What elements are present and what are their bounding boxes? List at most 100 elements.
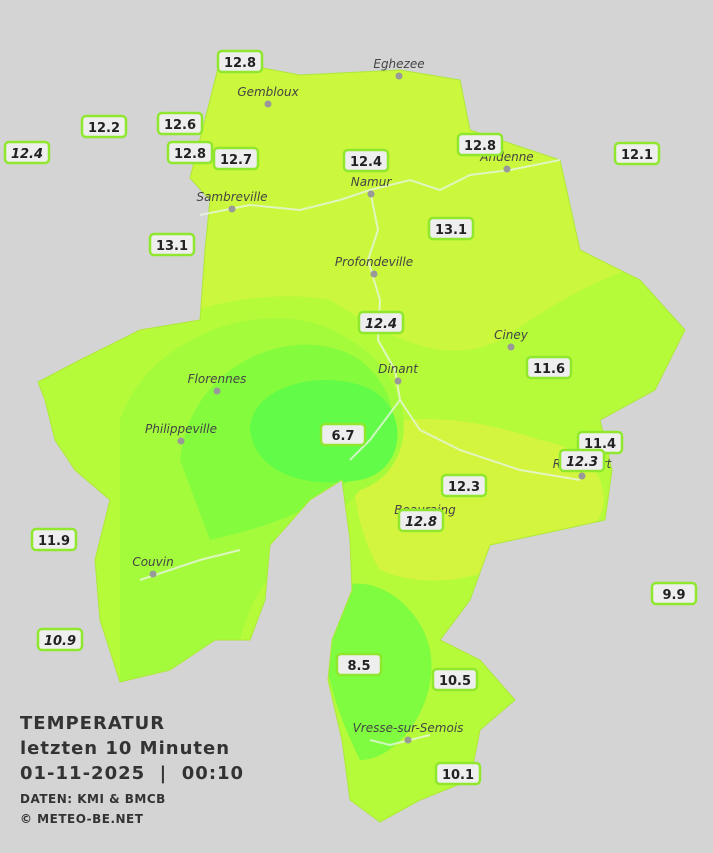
station-box [650,581,698,606]
city-dot [394,377,402,385]
station-value: 11.4 [584,437,616,452]
city-label: Couvin [132,555,173,569]
station-value: 12.4 [11,147,43,162]
station-value: 12.6 [164,118,196,133]
station-box [156,111,204,136]
station-value: 11.9 [38,534,70,549]
station-box [36,627,84,652]
station: 12.7 [212,146,260,171]
station: 13.1 [427,216,475,241]
city-label: Namur [351,175,393,189]
city-dot [177,437,185,445]
station-value: 10.9 [44,634,76,649]
station-box [558,448,606,473]
station-box [456,132,504,157]
subtitle: letzten 10 Minuten [20,738,230,759]
station-value: 12.1 [621,148,653,163]
station-box [3,140,51,165]
station: 10.9 [36,627,84,652]
station-box [166,140,214,165]
station-box [319,422,367,447]
station: 12.6 [156,111,204,136]
city-dot [149,570,157,578]
station: 11.9 [30,527,78,552]
station: 11.6 [525,355,573,380]
station-value: 12.4 [350,155,382,170]
station-value: 12.3 [566,455,598,470]
city-dot [578,472,586,480]
station-value: 12.8 [174,147,206,162]
station-box [148,232,196,257]
station-value: 12.8 [224,56,256,71]
city-dot [395,72,403,80]
station: 12.8 [397,508,445,533]
station-box [397,508,445,533]
station: 12.3 [558,448,606,473]
station-box [431,667,479,692]
station-box [216,49,264,74]
station-value: 12.3 [448,480,480,495]
station-value: 8.5 [347,659,370,674]
station-value: 6.7 [331,429,354,444]
station-value: 12.4 [365,317,397,332]
station: 10.5 [431,667,479,692]
city-label: Profondeville [335,255,413,269]
station: 8.5 [335,652,383,677]
city-dot [213,387,221,395]
city-dot [503,165,511,173]
station-box [440,473,488,498]
station-box [525,355,573,380]
station-box [357,310,405,335]
station-box [434,761,482,786]
station: 12.4 [3,140,51,165]
timestamp: 01-11-2025 | 00:10 [20,763,244,784]
station-value: 13.1 [156,239,188,254]
city-label: Sambreville [196,190,267,204]
data-source: DATEN: KMI & BMCB [20,792,166,806]
station-box [427,216,475,241]
station: 6.7 [319,422,367,447]
station-value: 12.7 [220,153,252,168]
city-label: Eghezee [373,57,424,71]
station-box [335,652,383,677]
station-box [613,141,661,166]
station: 9.9 [650,581,698,606]
city-dot [367,190,375,198]
city-label: Ciney [494,328,529,342]
station: 12.8 [166,140,214,165]
city-dot [404,736,412,744]
station: 12.1 [613,141,661,166]
rivers [139,159,581,747]
station-value: 13.1 [435,223,467,238]
station-box [80,114,128,139]
title: TEMPERATUR [20,713,165,734]
city-dot [370,270,378,278]
station-value: 12.8 [405,515,437,530]
station-value: 10.5 [439,674,471,689]
copyright: © METEO-BE.NET [20,812,144,826]
station: 12.3 [440,473,488,498]
station: 12.8 [456,132,504,157]
city-label: Philippeville [145,422,217,436]
station: 12.8 [216,49,264,74]
station-value: 10.1 [442,768,474,783]
station: 12.4 [357,310,405,335]
station-value: 12.8 [464,139,496,154]
station-box [30,527,78,552]
city-label: Gembloux [237,85,299,99]
city-label: Florennes [188,372,247,386]
city-dot [264,100,272,108]
station-box [212,146,260,171]
station: 12.4 [342,148,390,173]
station: 12.2 [80,114,128,139]
station: 13.1 [148,232,196,257]
station: 10.1 [434,761,482,786]
city-dot [228,205,236,213]
city-label: Dinant [378,362,419,376]
station-box [342,148,390,173]
station-value: 12.2 [88,121,120,136]
station-value: 9.9 [662,588,685,603]
city-dot [507,343,515,351]
city-label: Vresse-sur-Semois [353,721,464,735]
